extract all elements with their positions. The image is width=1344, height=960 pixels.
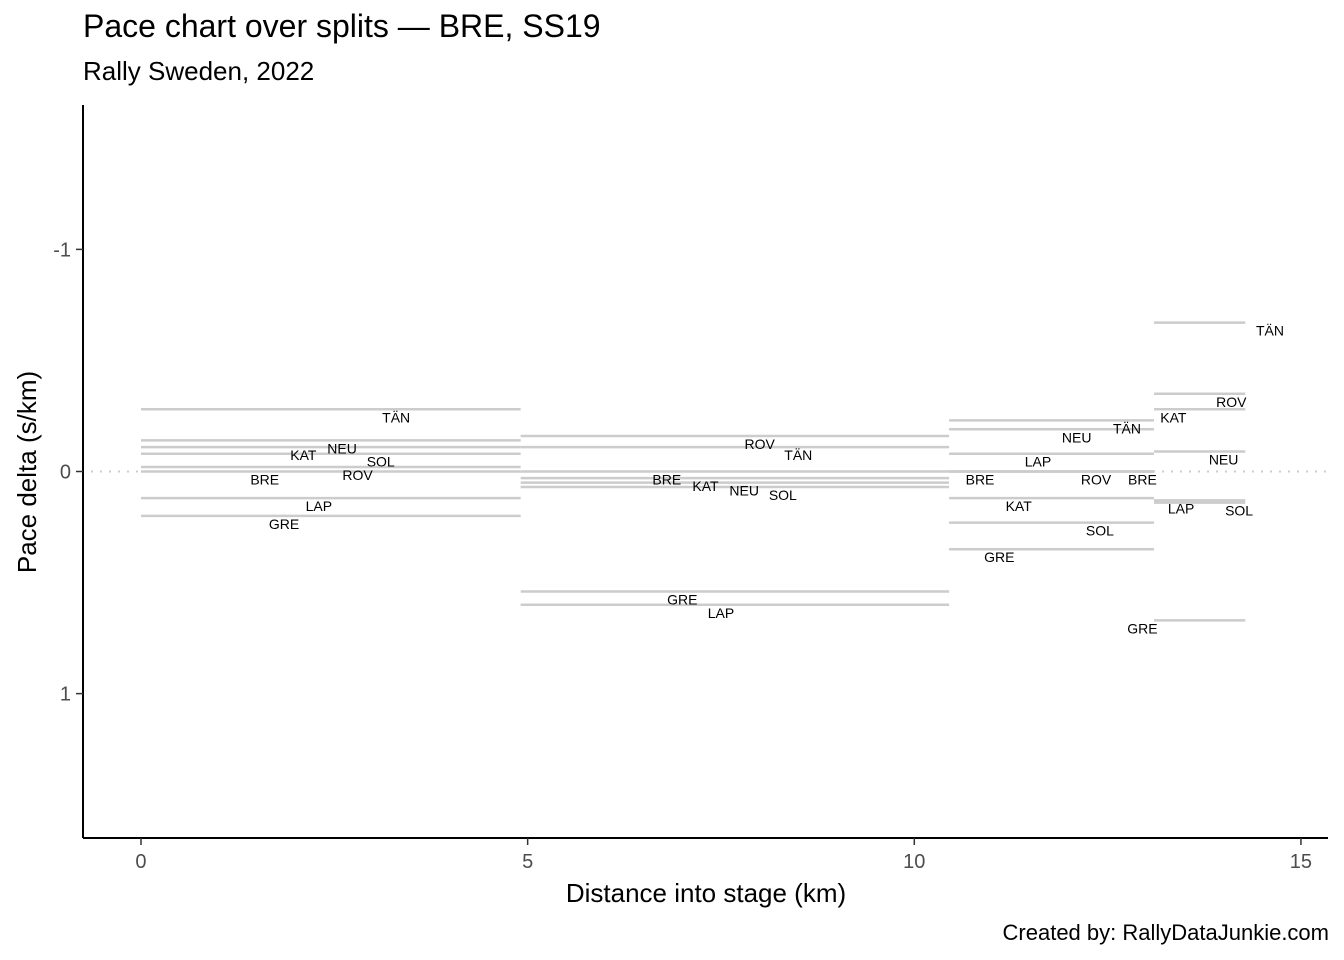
segment-label-rov-split-2: ROV xyxy=(744,436,775,452)
segment-label-lap-split-2: LAP xyxy=(708,605,734,621)
x-tick-label: 5 xyxy=(522,851,533,873)
segment-label-kat-split-2: KAT xyxy=(692,478,719,494)
segment-label-tän-split-3: TÄN xyxy=(1113,420,1141,436)
segment-label-bre-split-1: BRE xyxy=(250,472,279,488)
segment-label-rov-split-3: ROV xyxy=(1081,472,1112,488)
segment-label-rov-split-4: ROV xyxy=(1216,394,1247,410)
segment-label-bre-split-2: BRE xyxy=(652,472,681,488)
segment-label-gre-split-4: GRE xyxy=(1127,620,1157,636)
segment-label-neu-split-1: NEU xyxy=(327,440,357,456)
segment-label-lap-split-3: LAP xyxy=(1025,454,1051,470)
chart-caption: Created by: RallyDataJunkie.com xyxy=(1002,920,1329,945)
segment-label-bre-split-3: BRE xyxy=(966,472,995,488)
segment-label-lap-split-1: LAP xyxy=(306,498,332,514)
segment-label-sol-split-4: SOL xyxy=(1225,503,1253,519)
segment-label-tän-split-2: TÄN xyxy=(784,447,812,463)
segment-label-bre-split-3: BRE xyxy=(1128,472,1157,488)
y-tick-label: -1 xyxy=(53,239,71,261)
segment-label-kat-split-1: KAT xyxy=(290,447,317,463)
x-axis-title: Distance into stage (km) xyxy=(566,878,846,908)
tick-layer: 0 5 10 15 -1 0 1 xyxy=(53,239,1312,873)
x-tick-label: 0 xyxy=(135,851,146,873)
segment-label-gre-split-2: GRE xyxy=(667,591,697,607)
x-tick-label: 15 xyxy=(1290,851,1312,873)
y-tick-label: 0 xyxy=(60,462,71,484)
segment-layer xyxy=(140,321,1246,622)
y-tick-label: 1 xyxy=(60,684,71,706)
segment-label-gre-split-1: GRE xyxy=(269,516,299,532)
y-axis-title: Pace delta (s/km) xyxy=(12,371,42,573)
segment-label-neu-split-2: NEU xyxy=(729,483,759,499)
x-tick-label: 10 xyxy=(903,851,925,873)
segment-label-kat-split-4: KAT xyxy=(1160,409,1187,425)
segment-label-sol-split-3: SOL xyxy=(1086,523,1114,539)
segment-label-sol-split-2: SOL xyxy=(769,487,797,503)
segment-label-sol-split-1: SOL xyxy=(367,454,395,470)
segment-label-gre-split-3: GRE xyxy=(984,549,1014,565)
segment-label-tän-split-1: TÄN xyxy=(382,409,410,425)
chart-title: Pace chart over splits — BRE, SS19 xyxy=(83,8,601,44)
segment-label-kat-split-3: KAT xyxy=(1006,498,1033,514)
segment-label-rov-split-1: ROV xyxy=(342,467,373,483)
chart-subtitle: Rally Sweden, 2022 xyxy=(83,56,315,86)
segment-label-neu-split-4: NEU xyxy=(1209,452,1239,468)
segment-label-lap-split-4: LAP xyxy=(1168,500,1194,516)
segment-label-neu-split-3: NEU xyxy=(1062,429,1092,445)
segment-label-tän-split-4: TÄN xyxy=(1256,323,1284,339)
